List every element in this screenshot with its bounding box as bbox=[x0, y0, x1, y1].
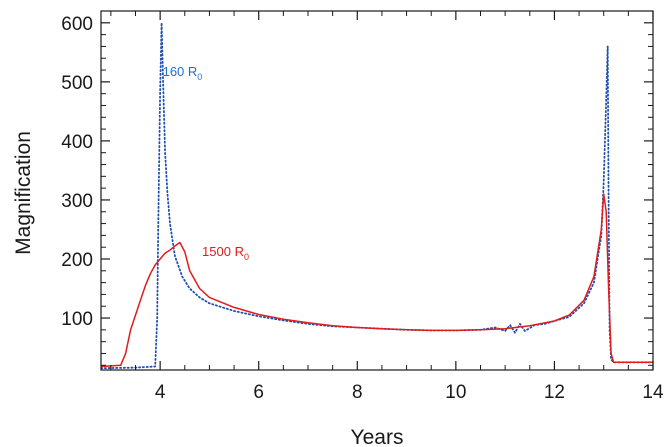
annotation-text: 1500 R bbox=[202, 244, 244, 259]
x-tick-label: 4 bbox=[155, 382, 166, 403]
annotation-subscript: 0 bbox=[244, 252, 249, 262]
y-tick-label: 200 bbox=[61, 250, 93, 271]
series-line-solid bbox=[101, 193, 653, 368]
annotation-subscript: 0 bbox=[197, 72, 202, 82]
series-layer bbox=[101, 21, 653, 370]
x-tick-label: 12 bbox=[544, 382, 565, 403]
y-tick-label: 500 bbox=[61, 73, 93, 94]
y-tick-label: 300 bbox=[61, 191, 93, 212]
x-tick-label: 14 bbox=[642, 382, 664, 403]
x-tick-label: 8 bbox=[352, 382, 363, 403]
axes-layer: 4 6 8 10 12 14 100 200 300 400 500 600 bbox=[61, 10, 664, 403]
y-tick-label: 600 bbox=[61, 14, 93, 35]
annotation-text: 160 R bbox=[163, 64, 198, 79]
plot-frame bbox=[100, 10, 654, 371]
annotation-label: 160 R0 bbox=[163, 64, 203, 82]
x-tick-label: 6 bbox=[253, 382, 264, 403]
y-tick-label: 400 bbox=[61, 132, 93, 153]
x-tick-label: 10 bbox=[445, 382, 466, 403]
y-tick-label: 100 bbox=[61, 309, 93, 330]
y-axis-title: Magnification bbox=[12, 131, 35, 255]
annotation-label: 1500 R0 bbox=[202, 244, 249, 262]
x-axis-title: Years bbox=[351, 426, 404, 447]
